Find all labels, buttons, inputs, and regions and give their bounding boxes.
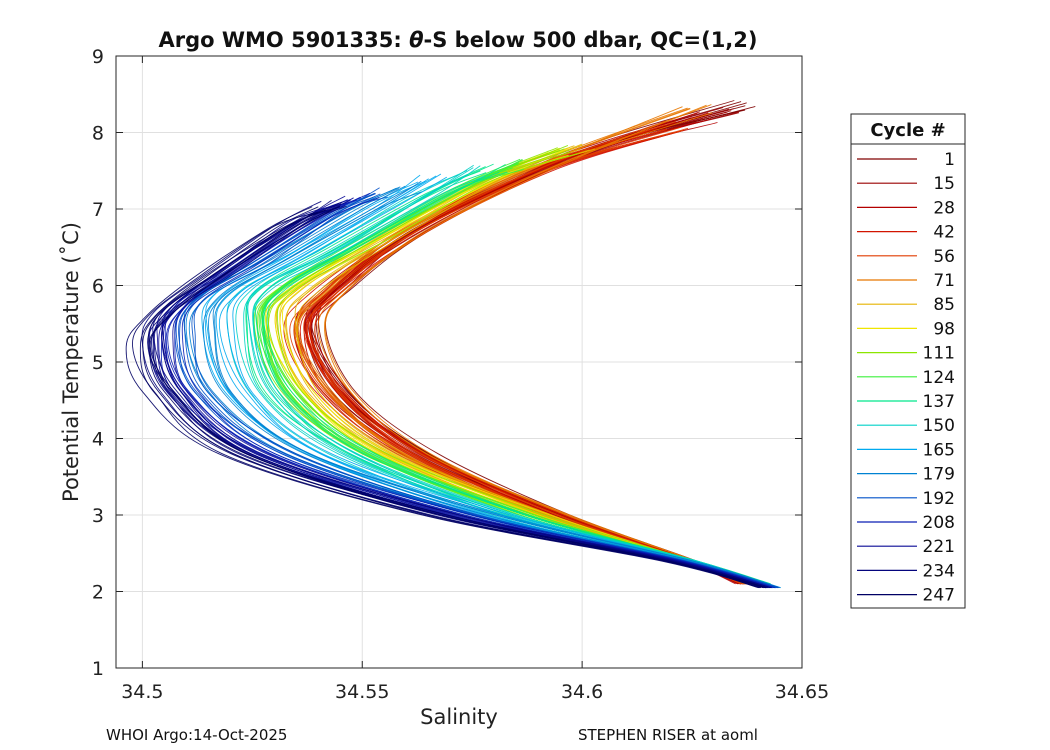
legend: Cycle # 1 15 28 42 56 71 85 98 111 124 137 150 165 17… [850, 113, 966, 609]
legend-label-85: 85 [933, 295, 955, 315]
y-axis-label: Potential Temperature (˚C) [59, 222, 83, 502]
x-tick-label: 34.55 [335, 681, 389, 703]
legend-label-165: 165 [923, 440, 955, 460]
profile-line-cycle-150 [252, 165, 774, 589]
profile-line-cycle-111 [277, 153, 762, 585]
profile-lines [125, 100, 781, 589]
footer-right: STEPHEN RISER at aoml [578, 726, 758, 744]
legend-label-221: 221 [923, 537, 955, 557]
y-tick-label: 5 [92, 352, 104, 374]
legend-label-15: 15 [933, 174, 955, 194]
y-tick-label: 8 [92, 123, 104, 145]
profile-line-cycle-234 [161, 205, 772, 589]
legend-label-56: 56 [933, 247, 955, 267]
legend-title: Cycle # [870, 120, 945, 141]
y-axis-ticks: 1 2 3 4 5 6 7 8 9 [92, 46, 802, 680]
y-tick-label: 7 [92, 199, 104, 221]
profile-line-cycle-192 [179, 196, 777, 589]
legend-label-179: 179 [923, 465, 955, 485]
footer-left: WHOI Argo:14-Oct-2025 [106, 726, 288, 744]
legend-label-150: 150 [923, 416, 955, 436]
y-tick-label: 3 [92, 505, 104, 527]
profile-line-cycle-221 [161, 199, 769, 589]
x-tick-label: 34.5 [121, 681, 163, 703]
x-axis-ticks: 34.5 34.55 34.6 34.65 [121, 56, 829, 703]
legend-label-208: 208 [923, 513, 955, 533]
legend-label-1: 1 [944, 150, 955, 170]
profile-line-cycle-165 [218, 175, 778, 589]
profile-line-cycle-71 [324, 112, 755, 585]
profile-line-cycle-179 [202, 185, 776, 589]
profile-line-cycle-247 [149, 205, 766, 589]
x-tick-label: 34.6 [561, 681, 603, 703]
legend-label-234: 234 [923, 561, 955, 581]
legend-label-111: 111 [923, 344, 955, 364]
profile-line-cycle-179 [212, 191, 779, 589]
profile-line-cycle-192 [191, 193, 780, 589]
legend-label-137: 137 [923, 392, 955, 412]
profile-line-cycle-208 [181, 196, 775, 589]
y-tick-label: 9 [92, 46, 104, 68]
profile-line-cycle-247 [139, 206, 761, 589]
x-axis-label: Salinity [420, 705, 498, 729]
profile-line-cycle-98 [279, 149, 757, 585]
profile-line-cycle-111 [257, 147, 756, 585]
legend-label-192: 192 [923, 489, 955, 509]
grid [116, 56, 802, 668]
profile-line-cycle-42 [309, 130, 749, 585]
profile-line-cycle-71 [317, 104, 754, 585]
x-tick-label: 34.65 [775, 681, 829, 703]
profile-line-cycle-165 [232, 176, 781, 589]
legend-label-124: 124 [923, 368, 955, 388]
legend-items: 1 15 28 42 56 71 85 98 111 124 137 150 165 179 192 208 2… [857, 150, 955, 606]
profile-line-cycle-247 [147, 209, 764, 589]
legend-label-247: 247 [923, 586, 955, 606]
profile-line-cycle-192 [175, 192, 775, 589]
legend-label-42: 42 [933, 223, 955, 243]
y-tick-label: 1 [92, 658, 104, 680]
y-tick-label: 6 [92, 276, 104, 298]
profile-line-cycle-247 [125, 206, 760, 589]
legend-label-28: 28 [933, 198, 955, 218]
profile-line-cycle-15 [311, 111, 743, 585]
legend-label-71: 71 [933, 271, 955, 291]
profile-line-cycle-56 [306, 129, 746, 585]
legend-box [850, 113, 966, 609]
chart-title: Argo WMO 5901335: θ-S below 500 dbar, QC… [158, 28, 757, 52]
profile-line-cycle-221 [161, 195, 766, 589]
y-tick-label: 2 [92, 582, 104, 604]
y-tick-label: 4 [92, 429, 104, 451]
legend-label-98: 98 [933, 319, 955, 339]
